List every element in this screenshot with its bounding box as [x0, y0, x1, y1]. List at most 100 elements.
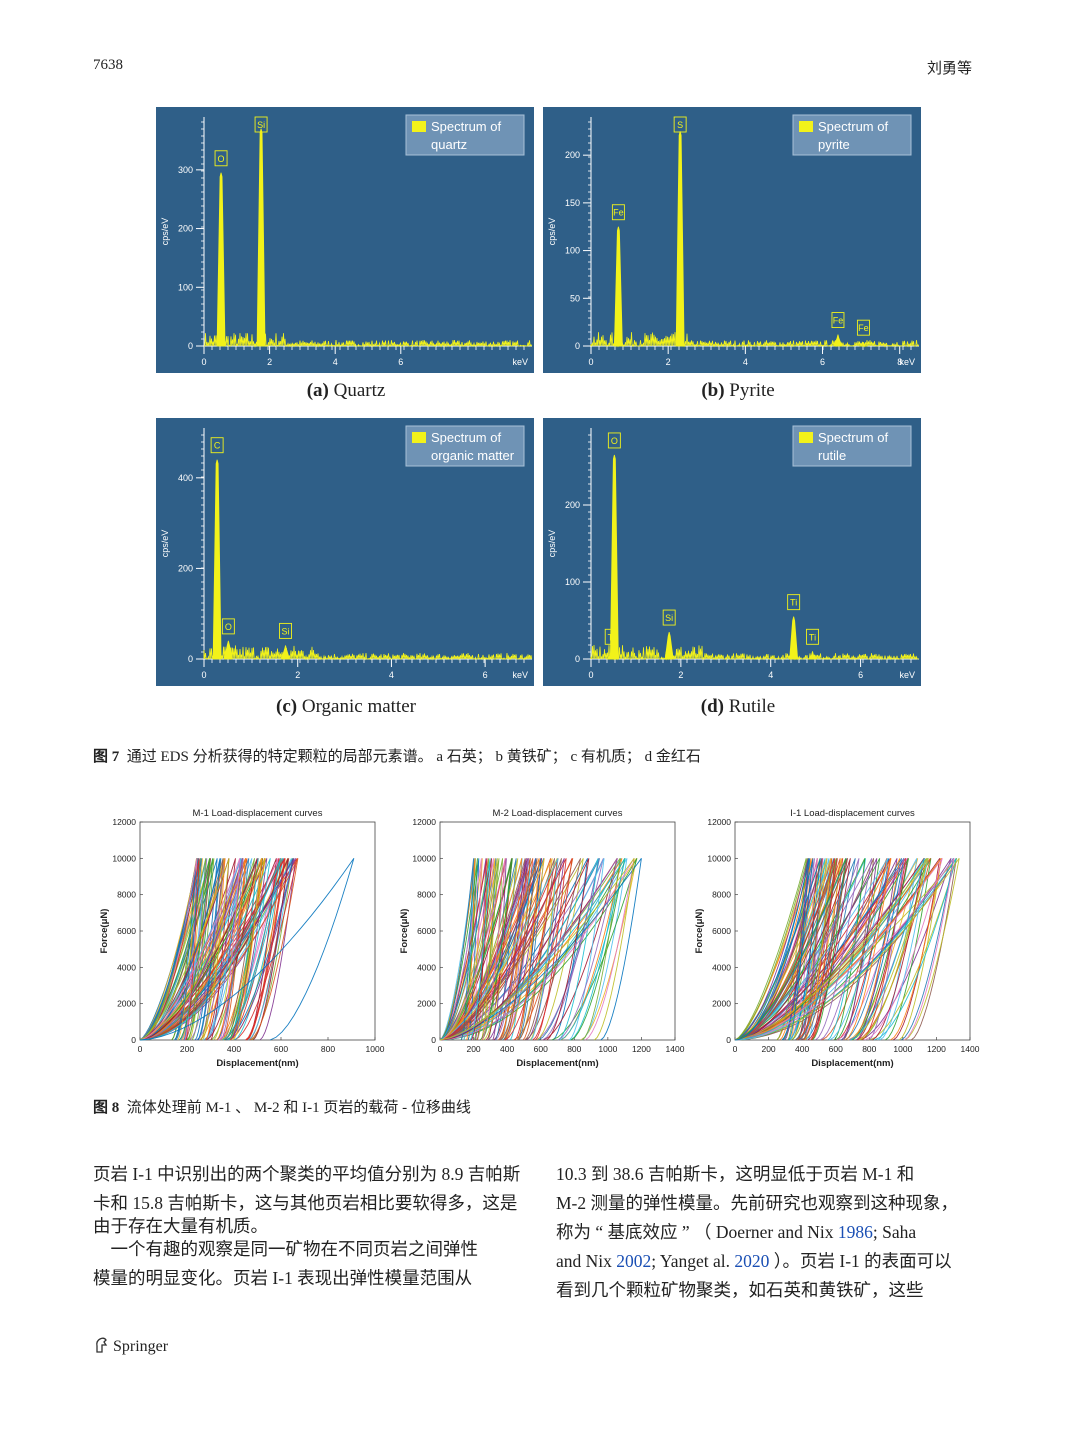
load-displacement-curve: [734, 858, 892, 1041]
spectrum-peak-fe: [833, 334, 843, 347]
legend-swatch: [412, 432, 426, 443]
peak-label: Fe: [833, 316, 844, 326]
body-line: and Nix 2002; Yanget al. 2020 ）。页岩 I-1 的…: [556, 1251, 952, 1271]
legend-label: Spectrum of: [818, 119, 888, 134]
x-tick-label: 4: [743, 357, 748, 367]
load-displacement-curve: [139, 858, 243, 1041]
load-displacement-curve: [439, 858, 506, 1041]
load-displacement-curve: [734, 858, 908, 1041]
legend-swatch: [799, 432, 813, 443]
load-displacement-curve: [734, 858, 851, 1041]
load-displacement-curve: [734, 858, 881, 1041]
reference-link-saha-nix-2002[interactable]: 2002: [616, 1251, 652, 1271]
legend-label: rutile: [818, 448, 846, 463]
x-tick-label: 800: [567, 1044, 581, 1054]
peak-label: O: [225, 622, 232, 632]
body-line: 卡和 15.8 吉帕斯卡，这与其他页岩相比要软得多，这是: [93, 1193, 518, 1213]
y-axis-label: cps/eV: [160, 218, 170, 246]
spectrum-peak-fe: [859, 342, 868, 347]
y-tick-label: 6000: [117, 926, 136, 936]
y-tick-label: 12000: [412, 817, 436, 827]
y-tick-label: 200: [178, 563, 193, 573]
load-displacement-curve: [439, 858, 475, 1041]
y-tick-label: 0: [131, 1035, 136, 1045]
load-displacement-curve: [439, 858, 567, 1041]
body-line: 看到几个颗粒矿物聚类，如石英和黄铁矿，这些: [556, 1280, 924, 1300]
x-axis-label: keV: [512, 670, 528, 680]
x-tick-label: 1000: [366, 1044, 385, 1054]
subfigure-label-c: (c) Organic matter: [276, 696, 416, 717]
x-tick-label: 800: [862, 1044, 876, 1054]
x-axis-label: Displacement(nm): [216, 1058, 298, 1069]
peak-label-box: [673, 116, 687, 133]
x-tick-label: 1200: [632, 1044, 651, 1054]
load-displacement-curve: [734, 858, 942, 1041]
peak-label: Si: [665, 613, 673, 623]
reference-link-yang-2020[interactable]: 2020: [734, 1251, 770, 1271]
curve-group: [734, 858, 960, 1041]
body-line: 由于存在大量有机质。: [93, 1216, 268, 1236]
load-displacement-curve: [734, 858, 891, 1041]
y-axis-label: Force(μN): [399, 909, 410, 954]
load-displacement-curve: [139, 858, 271, 1041]
x-tick-label: 0: [588, 357, 593, 367]
y-tick-label: 8000: [117, 890, 136, 900]
load-displacement-curve: [734, 858, 889, 1041]
peak-label-box: [279, 622, 292, 639]
x-tick-label: 400: [795, 1044, 809, 1054]
reference-link-doerner-nix-1986[interactable]: 1986: [837, 1222, 873, 1242]
x-tick-label: 600: [829, 1044, 843, 1054]
chart-title: M-2 Load-displacement curves: [493, 808, 623, 819]
y-tick-label: 8000: [417, 890, 436, 900]
x-tick-label: 1200: [927, 1044, 946, 1054]
running-header-author: 刘勇等: [926, 61, 972, 77]
peak-label-box: [607, 432, 621, 449]
y-tick-label: 2000: [417, 999, 436, 1009]
y-tick-label: 12000: [707, 817, 731, 827]
y-tick-label: 12000: [112, 817, 136, 827]
y-tick-label: 100: [565, 246, 580, 256]
spectrum-baseline: [203, 645, 533, 661]
body-line: 页岩 I-1 中识别出的两个聚类的平均值分别为 8.9 吉帕斯: [93, 1164, 521, 1184]
x-tick-label: 1000: [598, 1044, 617, 1054]
load-displacement-curve: [734, 858, 929, 1041]
peak-label: Fe: [613, 208, 624, 218]
subfigure-label-d: (d) Rutile: [700, 696, 776, 717]
load-displacement-curve: [439, 858, 635, 1041]
x-tick-label: 200: [761, 1044, 775, 1054]
page-number: 7638: [93, 57, 123, 73]
y-tick-label: 200: [565, 150, 580, 160]
figure-7-caption: 图 7 通过 EDS 分析获得的特定颗粒的局部元素谱。 a 石英； b 黄铁矿；…: [93, 749, 701, 765]
load-displacement-curve: [139, 858, 296, 1041]
spectrum-peak-o: [609, 454, 619, 660]
load-displacement-curve: [734, 858, 866, 1041]
load-displacement-curve: [139, 858, 244, 1041]
x-tick-label: 600: [534, 1044, 548, 1054]
body-line: 10.3 到 38.6 吉帕斯卡，这明显低于页岩 M-1 和: [556, 1164, 915, 1184]
spectrum-baseline: [590, 644, 919, 661]
y-tick-label: 6000: [712, 926, 731, 936]
curve-group: [139, 858, 355, 1041]
x-tick-label: 4: [333, 357, 338, 367]
spectrum-baseline: [204, 332, 533, 348]
body-line: 称为 “ 基底效应 ” （ Doerner and Nix 1986; Saha: [556, 1222, 917, 1242]
y-tick-label: 6000: [417, 926, 436, 936]
legend-label: pyrite: [818, 137, 850, 152]
load-displacement-curve: [734, 858, 925, 1041]
load-displacement-curve: [734, 858, 955, 1041]
y-tick-label: 100: [565, 577, 580, 587]
load-displacement-curve: [439, 858, 590, 1041]
load-displacement-curve: [139, 858, 266, 1041]
spectrum-peak-fe: [613, 226, 623, 347]
load-displacement-curve: [139, 858, 226, 1041]
x-tick-label: 6: [398, 357, 403, 367]
x-axis-label: Displacement(nm): [811, 1058, 893, 1069]
load-displacement-curve: [734, 858, 848, 1041]
subfigure-label-a: (a) Quartz: [306, 380, 386, 401]
x-tick-label: 1400: [961, 1044, 980, 1054]
x-tick-label: 2: [666, 357, 671, 367]
x-tick-label: 2: [678, 670, 683, 680]
spectrum-peak-o: [216, 172, 226, 347]
peak-label-box: [856, 319, 870, 336]
load-displacement-chart-m1: M-1 Load-displacement curves 0 200 400 600 80…: [99, 808, 385, 1069]
